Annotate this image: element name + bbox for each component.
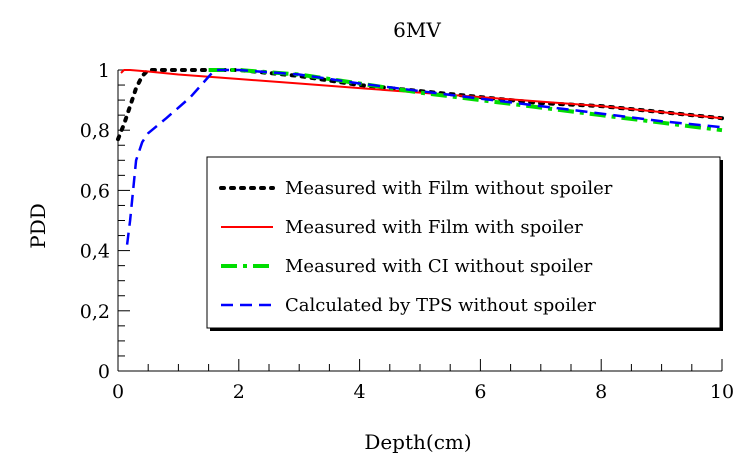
y-tick-label: 1 — [98, 60, 110, 82]
series-line-2 — [120, 69, 723, 120]
axes: 0 2 4 6 8 10 0 0,2 0,4 0,6 0,8 1 — [80, 60, 734, 403]
plot-area — [116, 68, 724, 245]
series-line-3 — [208, 68, 723, 133]
x-tick-label: 6 — [474, 381, 486, 403]
x-tick-label: 0 — [112, 381, 124, 403]
legend-label-3: Measured with CI without spoiler — [285, 256, 593, 277]
legend-label-2: Measured with Film with spoiler — [285, 217, 583, 238]
y-tick-label: 0,6 — [80, 180, 110, 202]
series-line-1 — [116, 68, 724, 142]
y-tick-label: 0,2 — [80, 301, 110, 323]
x-tick-label: 2 — [233, 381, 245, 403]
legend: Measured with Film without spoiler Measur… — [206, 156, 723, 331]
legend-label-1: Measured with Film without spoiler — [285, 178, 613, 199]
legend-box — [206, 156, 721, 329]
y-axis-label: PDD — [26, 203, 50, 249]
legend-label-4: Calculated by TPS without spoiler — [285, 295, 596, 316]
y-tick-label: 0 — [98, 361, 110, 383]
x-axis-label: Depth(cm) — [364, 430, 471, 454]
x-tick-label: 8 — [595, 381, 607, 403]
series-line-4 — [125, 68, 723, 245]
x-tick-label: 10 — [710, 381, 734, 403]
y-tick-label: 0,8 — [80, 120, 110, 142]
chart-title: 6MV — [393, 18, 441, 42]
y-tick-label: 0,4 — [80, 241, 110, 263]
x-tick-label: 4 — [354, 381, 366, 403]
